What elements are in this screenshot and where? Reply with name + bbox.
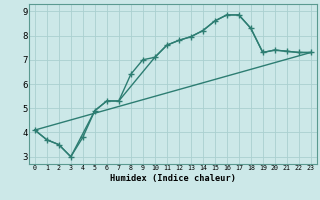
X-axis label: Humidex (Indice chaleur): Humidex (Indice chaleur) [110, 174, 236, 183]
